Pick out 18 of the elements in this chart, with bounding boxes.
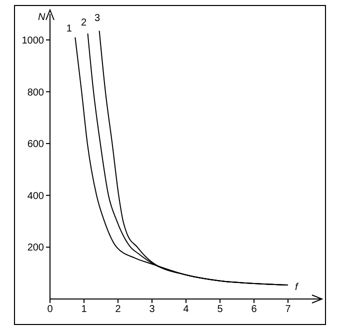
x-tick-label: 6 xyxy=(251,304,258,316)
x-tick-label: 2 xyxy=(115,304,122,316)
x-tick-label: 7 xyxy=(285,304,292,316)
x-axis-title: f xyxy=(295,282,299,293)
y-tick-label: 600 xyxy=(27,139,44,150)
x-tick-label: 0 xyxy=(47,304,54,316)
y-tick-label: 800 xyxy=(27,87,44,98)
x-tick-label: 3 xyxy=(149,304,156,316)
series-label: 1 xyxy=(66,23,72,34)
x-tick-label: 4 xyxy=(183,304,190,316)
series-label: 2 xyxy=(80,17,87,28)
y-tick-label: 200 xyxy=(27,242,44,254)
y-axis-title: N xyxy=(38,12,46,23)
y-tick-label: 400 xyxy=(27,190,44,202)
y-tick-label: 1000 xyxy=(22,35,44,46)
series-label: 3 xyxy=(94,12,101,24)
x-tick-label: 1 xyxy=(81,304,88,316)
x-tick-label: 5 xyxy=(217,304,224,316)
